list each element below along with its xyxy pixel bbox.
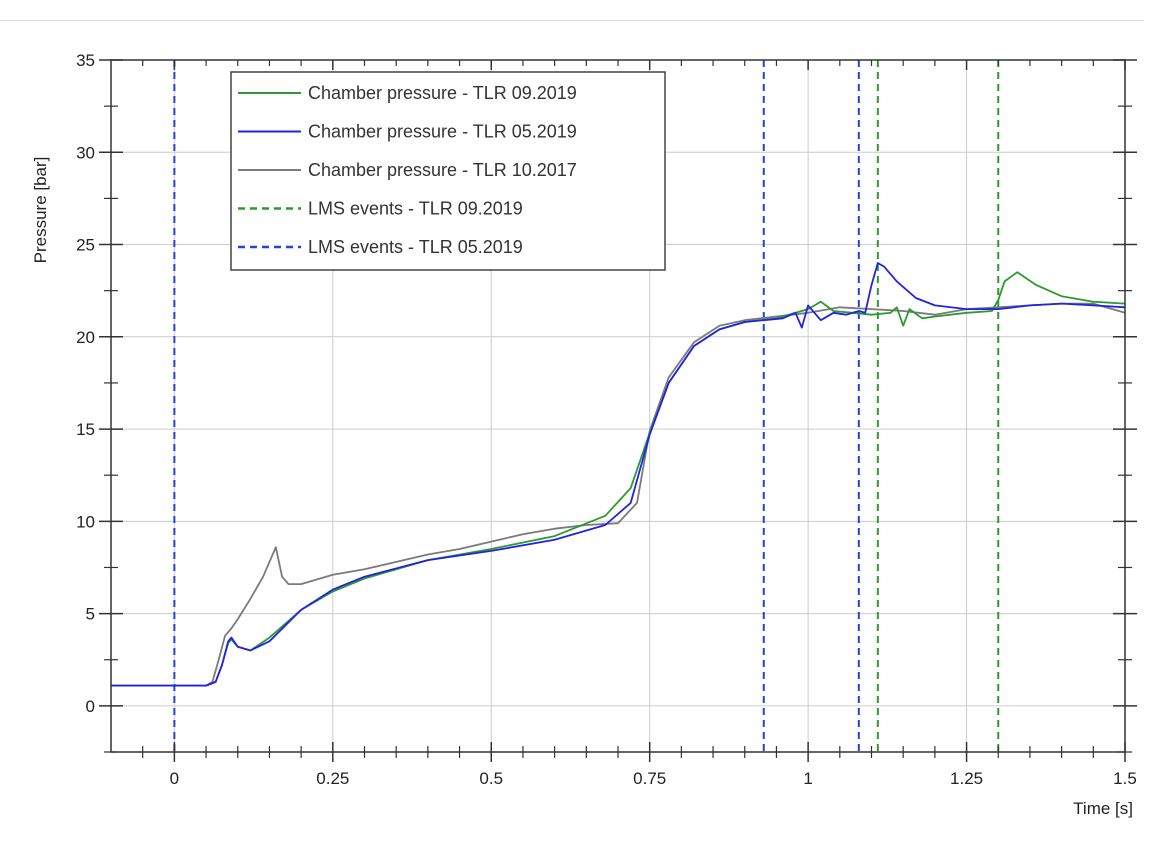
legend-box [230,71,666,271]
y-tick-label-7: 35 [76,51,95,70]
series-line-0 [111,271,1126,687]
y-tick-label-3: 15 [76,420,95,439]
x-tick-label-1: 0.25 [316,769,349,788]
x-tick-label-3: 0.75 [633,769,666,788]
y-tick-label-0: 0 [86,697,95,716]
legend-label-3: LMS events - TLR 09.2019 [308,199,523,219]
y-tick-label-1: 5 [86,605,95,624]
x-tick-label-4: 1 [803,769,812,788]
series-line-1 [111,262,1126,687]
top-divider [0,20,1144,21]
y-tick-label-4: 20 [76,328,95,347]
x-tick-label-6: 1.5 [1113,769,1137,788]
y-tick-label-2: 10 [76,512,95,531]
x-tick-label-2: 0.5 [479,769,503,788]
series-line-2 [111,302,1126,687]
axis-ticks [99,59,1137,762]
legend-label-0: Chamber pressure - TLR 09.2019 [308,83,577,103]
legend-label-4: LMS events - TLR 05.2019 [308,237,523,257]
x-tick-labels: 0 0.25 0.5 0.75 1 1.25 1.5 [170,769,1137,788]
y-tick-label-6: 30 [76,143,95,162]
x-axis-label: Time [s] [1073,799,1133,818]
event-lines [173,60,1000,752]
y-tick-label-5: 25 [76,236,95,255]
y-tick-labels: 0 5 10 15 20 25 30 35 [76,51,95,716]
x-tick-label-0: 0 [170,769,179,788]
legend: Chamber pressure - TLR 09.2019 Chamber pr… [230,71,666,271]
series-lines [111,262,1126,687]
y-axis-label: Pressure [bar] [31,157,50,264]
legend-label-2: Chamber pressure - TLR 10.2017 [308,160,577,180]
x-tick-label-5: 1.25 [950,769,983,788]
legend-label-1: Chamber pressure - TLR 05.2019 [308,122,577,142]
